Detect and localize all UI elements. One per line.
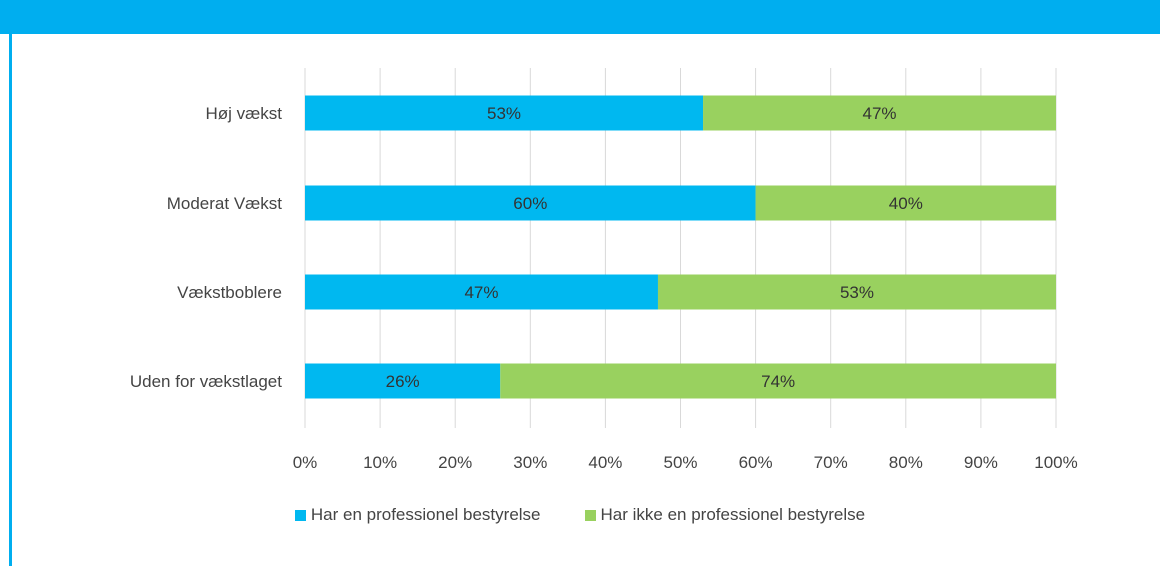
x-tick-label: 0%	[293, 453, 318, 472]
category-label: Moderat Vækst	[167, 194, 283, 213]
bar-segment-1	[305, 95, 704, 131]
bar-segment-2	[657, 274, 1056, 310]
bar-value-label: 40%	[889, 194, 923, 213]
x-tick-label: 20%	[438, 453, 472, 472]
left-accent-rule	[9, 34, 12, 566]
legend-label-1: Har en professionel bestyrelse	[310, 505, 541, 524]
category-label: Høj vækst	[206, 104, 283, 123]
x-tick-label: 50%	[663, 453, 697, 472]
category-labels: Høj vækst Moderat Vækst Vækstboblere Uden f…	[130, 104, 282, 391]
bar-segment-1	[305, 274, 658, 310]
legend-item-2: Har ikke en professionel bestyrelse	[584, 505, 866, 525]
header-bar	[0, 0, 1160, 34]
x-tick-labels: 0% 10% 20% 30% 40% 50% 60% 70% 80% 90% 100%	[293, 453, 1078, 472]
bar-segment-1	[305, 363, 501, 399]
x-tick-label: 30%	[513, 453, 547, 472]
bar-value-label: 47%	[862, 104, 896, 123]
bar-value-label: 60%	[513, 194, 547, 213]
bar-value-label: 53%	[840, 283, 874, 302]
x-tick-label: 100%	[1034, 453, 1077, 472]
bar-value-label: 53%	[487, 104, 521, 123]
x-tick-label: 80%	[889, 453, 923, 472]
x-tick-label: 40%	[588, 453, 622, 472]
x-tick-label: 70%	[814, 453, 848, 472]
bar-segment-2	[500, 363, 1056, 399]
legend-swatch-1	[294, 509, 306, 521]
x-tick-label: 10%	[363, 453, 397, 472]
stacked-bar-chart: 53% 47% 60% 40% 47% 53% 26% 74% Høj vækst Modera…	[130, 68, 1078, 472]
legend-label-2: Har ikke en professionel bestyrelse	[600, 505, 866, 524]
bar-value-label: 74%	[761, 372, 795, 391]
legend-item-1: Har en professionel bestyrelse	[294, 505, 541, 525]
bar-value-label: 47%	[464, 283, 498, 302]
category-label: Uden for vækstlaget	[130, 372, 282, 391]
bar-segment-1	[305, 185, 756, 221]
bars: 53% 47% 60% 40% 47% 53% 26% 74%	[305, 95, 1056, 399]
legend: Har en professionel bestyrelse Har ikke …	[0, 505, 1160, 525]
category-label: Vækstboblere	[177, 283, 282, 302]
x-tick-label: 60%	[739, 453, 773, 472]
legend-swatch-2	[584, 509, 596, 521]
bar-segment-2	[755, 185, 1056, 221]
bar-value-label: 26%	[386, 372, 420, 391]
x-tick-label: 90%	[964, 453, 998, 472]
bar-segment-2	[703, 95, 1056, 131]
